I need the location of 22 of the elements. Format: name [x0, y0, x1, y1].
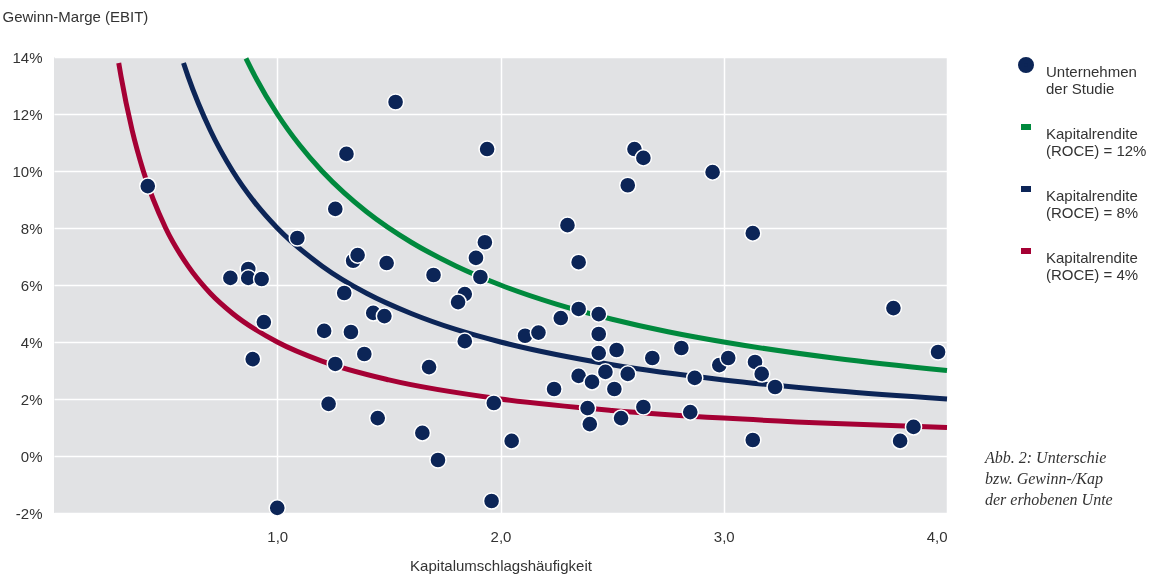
caption: Abb. 2: Unterschie — [985, 448, 1108, 468]
y-tick-label: 12% — [12, 105, 43, 123]
y-tick-label: -2% — [15, 504, 43, 522]
text: der erhobenen Unte — [985, 490, 1113, 510]
legend-label: Unternehmen der Studie — [1046, 63, 1137, 97]
y-tick-label: 14% — [12, 48, 43, 66]
x-tick-label: 1,0 — [267, 527, 289, 545]
x-tick-label: 4,0 — [926, 527, 948, 545]
y-tick-label: 2% — [20, 390, 43, 408]
y-tick-label: 0% — [20, 447, 43, 465]
y-tick-label: 10% — [12, 162, 43, 180]
legend-label: Kapitalrendite (ROCE) = 8% — [1046, 187, 1139, 221]
y-tick-label: 8% — [20, 219, 43, 237]
text: bzw. Gewinn-/Kap — [985, 469, 1104, 489]
y-tick-label: 6% — [20, 276, 43, 294]
x-tick-label: 2,0 — [490, 527, 512, 545]
x-axis-title: Kapitalumschlagshäufigkeit — [410, 556, 593, 574]
y-axis-title: Gewinn-Marge (EBIT) — [2, 7, 149, 25]
x-tick-label: 3,0 — [713, 527, 735, 545]
legend-label: Kapitalrendite (ROCE) = 4% — [1046, 249, 1139, 283]
y-tick-label: 4% — [20, 333, 43, 351]
legend-label: Kapitalrendite (ROCE) = 12% — [1046, 125, 1147, 159]
